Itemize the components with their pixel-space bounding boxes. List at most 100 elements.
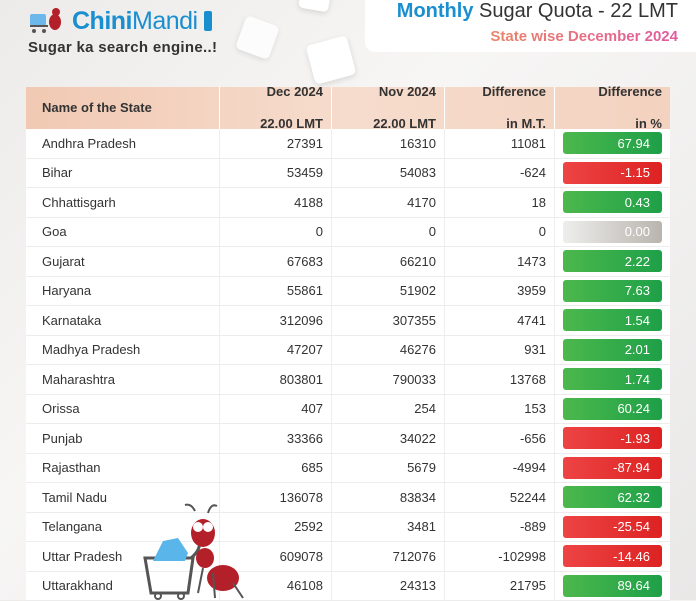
difference-pct-cell: 2.22 [555, 247, 670, 276]
percent-badge: -1.15 [563, 162, 662, 184]
dec-2024-value-cell: 803801 [220, 365, 332, 394]
percent-badge: -1.93 [563, 427, 662, 449]
nov-2024-value-cell: 4170 [332, 188, 445, 217]
difference-pct-cell: 60.24 [555, 395, 670, 424]
state-name-cell: Punjab [26, 424, 220, 453]
nov-2024-value-cell: 0 [332, 218, 445, 247]
dec-2024-value-cell: 0 [220, 218, 332, 247]
nov-2024-value-cell: 46276 [332, 336, 445, 365]
column-header-line: Difference [598, 84, 662, 100]
ant-cart-logo-icon [28, 6, 68, 36]
nov-2024-value-cell: 34022 [332, 424, 445, 453]
difference-pct-cell: -14.46 [555, 542, 670, 571]
difference-pct-cell: -25.54 [555, 513, 670, 542]
percent-badge: 62.32 [563, 486, 662, 508]
nov-2024-value-cell: 790033 [332, 365, 445, 394]
nov-2024-value-cell: 24313 [332, 572, 445, 601]
nov-2024-value-cell: 54083 [332, 159, 445, 188]
state-name-cell: Andhra Pradesh [26, 129, 220, 158]
difference-mt-cell: -656 [445, 424, 555, 453]
difference-pct-cell: 7.63 [555, 277, 670, 306]
difference-mt-cell: -624 [445, 159, 555, 188]
difference-mt-cell: 13768 [445, 365, 555, 394]
title-card: Monthly Sugar Quota - 22 LMT State wise … [365, 0, 696, 52]
percent-badge: 89.64 [563, 575, 662, 597]
tagline: Sugar ka search engine..! [28, 39, 217, 56]
nov-2024-value-cell: 5679 [332, 454, 445, 483]
difference-mt-cell: -889 [445, 513, 555, 542]
nov-2024-value-cell: 307355 [332, 306, 445, 335]
percent-badge: 1.74 [563, 368, 662, 390]
difference-pct-cell: 62.32 [555, 483, 670, 512]
difference-mt-cell: 3959 [445, 277, 555, 306]
percent-badge: 1.54 [563, 309, 662, 331]
difference-mt-cell: 931 [445, 336, 555, 365]
difference-mt-cell: -102998 [445, 542, 555, 571]
difference-mt-cell: 153 [445, 395, 555, 424]
column-header-line: Difference [482, 84, 546, 100]
brand-name-light: Mandi [132, 7, 198, 35]
column-header-line: Nov 2024 [379, 84, 436, 100]
state-name-cell: Maharashtra [26, 365, 220, 394]
percent-badge: 7.63 [563, 280, 662, 302]
percent-badge: 0.00 [563, 221, 662, 243]
sugar-cube-decoration [298, 0, 332, 12]
brand-name-bold: Chini [72, 7, 132, 35]
nov-2024-value-cell: 66210 [332, 247, 445, 276]
nov-2024-value-cell: 254 [332, 395, 445, 424]
dec-2024-value-cell: 4188 [220, 188, 332, 217]
com-badge [204, 11, 212, 31]
difference-pct-cell: 0.43 [555, 188, 670, 217]
dec-2024-value-cell: 407 [220, 395, 332, 424]
percent-badge: 0.43 [563, 191, 662, 213]
percent-badge: 2.22 [563, 250, 662, 272]
state-name-cell: Chhattisgarh [26, 188, 220, 217]
column-header-line: Dec 2024 [267, 84, 323, 100]
difference-mt-cell: 18 [445, 188, 555, 217]
dec-2024-value-cell: 27391 [220, 129, 332, 158]
dec-2024-value-cell: 67683 [220, 247, 332, 276]
dec-2024-value-cell: 33366 [220, 424, 332, 453]
difference-mt-cell: 21795 [445, 572, 555, 601]
difference-pct-cell: 89.64 [555, 572, 670, 601]
nov-2024-value-cell: 16310 [332, 129, 445, 158]
difference-pct-cell: 2.01 [555, 336, 670, 365]
dec-2024-value-cell: 55861 [220, 277, 332, 306]
state-name-cell: Haryana [26, 277, 220, 306]
difference-mt-cell: 1473 [445, 247, 555, 276]
title-rest: Sugar Quota - 22 LMT [473, 0, 678, 22]
dec-2024-value-cell: 312096 [220, 306, 332, 335]
difference-mt-cell: -4994 [445, 454, 555, 483]
difference-pct-cell: 67.94 [555, 129, 670, 158]
difference-mt-cell: 4741 [445, 306, 555, 335]
difference-mt-cell: 11081 [445, 129, 555, 158]
difference-mt-cell: 0 [445, 218, 555, 247]
difference-pct-cell: 0.00 [555, 218, 670, 247]
nov-2024-value-cell: 51902 [332, 277, 445, 306]
chinimandi-logo: ChiniMandi Sugar ka search engine..! [28, 6, 217, 56]
page-title: Monthly Sugar Quota - 22 LMT [365, 0, 678, 23]
dec-2024-value-cell: 685 [220, 454, 332, 483]
difference-pct-cell: 1.54 [555, 306, 670, 335]
title-highlight: Monthly [397, 0, 474, 22]
state-name-cell: Gujarat [26, 247, 220, 276]
sugar-cube-decoration [235, 15, 280, 60]
difference-mt-cell: 52244 [445, 483, 555, 512]
state-name-cell: Bihar [26, 159, 220, 188]
difference-pct-cell: -1.93 [555, 424, 670, 453]
difference-pct-cell: -1.15 [555, 159, 670, 188]
